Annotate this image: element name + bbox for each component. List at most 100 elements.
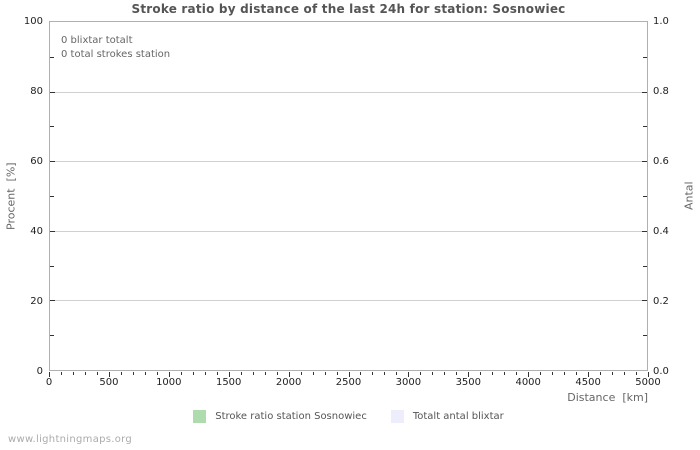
x-minor-tick	[540, 372, 542, 375]
y-minor-tick-right	[643, 196, 647, 197]
x-minor-tick	[576, 372, 578, 375]
x-minor-tick	[240, 372, 242, 375]
y-minor-tick-right	[643, 265, 647, 267]
y-minor-tick-right	[643, 335, 647, 337]
x-major-tick	[528, 372, 530, 377]
y-axis-tick-label-right: 1.0	[653, 16, 669, 27]
x-minor-tick	[192, 372, 194, 375]
watermark: www.lightningmaps.org	[8, 434, 133, 445]
x-minor-tick	[204, 372, 206, 375]
x-axis-label: Distance [km]	[567, 391, 648, 404]
legend-label: Stroke ratio station Sosnowiec	[215, 410, 367, 422]
y-major-tick-right	[642, 300, 647, 302]
x-minor-tick	[312, 372, 314, 375]
x-minor-tick	[600, 372, 602, 375]
x-minor-tick	[612, 372, 614, 375]
gridline	[50, 230, 647, 232]
x-minor-tick	[216, 372, 218, 375]
plot-area: 0 blixtar totalt 0 total strokes station	[49, 21, 648, 371]
x-minor-tick	[396, 372, 398, 375]
y-axis-tick-label-left: 0	[36, 366, 43, 377]
y-minor-tick-left	[50, 196, 54, 197]
x-minor-tick	[492, 372, 494, 375]
y-minor-tick-left	[50, 265, 54, 267]
x-minor-tick	[252, 372, 254, 375]
x-minor-tick	[552, 372, 554, 375]
x-axis-tick-label: 1000	[156, 377, 182, 388]
x-minor-tick	[636, 372, 638, 375]
legend-swatch	[390, 409, 404, 423]
x-minor-tick	[132, 372, 134, 375]
y-axis-tick-label-left: 80	[30, 86, 43, 97]
y-axis-label-right: Antal	[682, 181, 696, 211]
x-minor-tick	[480, 372, 482, 375]
legend-item: Totalt antal blixtar	[390, 409, 504, 423]
x-axis-tick-label: 2500	[335, 377, 362, 388]
x-minor-tick	[324, 372, 326, 375]
x-major-tick	[228, 372, 230, 377]
y-axis-tick-label-left: 40	[30, 226, 43, 237]
x-axis-ticks: 0 500 1000 1500 2000 2500 3000 3500 4000 4500 5000	[45, 372, 661, 402]
y-major-tick-right	[642, 161, 647, 163]
x-major-tick	[408, 372, 410, 377]
x-major-tick	[168, 372, 170, 377]
x-minor-tick	[504, 372, 506, 375]
y-axis-left-tick-labels: 0 20 40 60 80 100	[0, 16, 43, 377]
y-axis-tick-label-left: 100	[23, 16, 43, 27]
y-axis-tick-label-right: 0.0	[653, 366, 669, 377]
y-minor-tick-left	[50, 335, 54, 337]
x-minor-tick	[84, 372, 86, 375]
x-minor-tick	[156, 372, 158, 375]
x-axis-tick-label: 0	[45, 377, 53, 388]
x-minor-tick	[120, 372, 122, 375]
y-major-tick-left	[50, 230, 55, 232]
x-minor-tick	[300, 372, 302, 375]
y-major-tick-left	[50, 300, 55, 302]
x-minor-tick	[360, 372, 362, 375]
x-minor-tick	[372, 372, 374, 375]
x-minor-tick	[180, 372, 182, 375]
gridline	[50, 91, 647, 93]
x-minor-tick	[624, 372, 626, 375]
y-major-tick-right	[642, 91, 647, 93]
x-major-tick	[288, 372, 290, 377]
y-minor-tick-right	[643, 126, 647, 128]
x-axis-tick-label: 500	[99, 377, 119, 388]
x-major-tick	[588, 372, 590, 377]
x-minor-tick	[144, 372, 146, 375]
annotation-line-total-strokes: 0 blixtar totalt	[61, 35, 133, 46]
y-major-tick-left	[50, 91, 55, 93]
x-axis-tick-label: 4000	[515, 377, 541, 388]
plot-annotation: 0 blixtar totalt 0 total strokes station	[61, 34, 170, 62]
y-axis-tick-label-left: 60	[30, 156, 43, 167]
x-minor-tick	[516, 372, 518, 375]
y-major-tick-right	[642, 230, 647, 232]
y-minor-tick-left	[50, 126, 54, 128]
legend: Stroke ratio station Sosnowiec Totalt ant…	[49, 408, 648, 424]
x-minor-tick	[60, 372, 62, 375]
legend-label: Totalt antal blixtar	[412, 410, 504, 422]
annotation-line-station-strokes: 0 total strokes station	[61, 49, 171, 60]
x-axis-tick-label: 5000	[635, 377, 661, 388]
y-axis-tick-label-left: 20	[30, 296, 43, 307]
y-axis-tick-label-right: 0.2	[653, 296, 669, 307]
x-minor-tick	[264, 372, 266, 375]
x-minor-tick	[384, 372, 386, 375]
x-minor-tick	[72, 372, 74, 375]
y-axis-tick-label-right: 0.6	[653, 156, 669, 167]
x-minor-tick	[96, 372, 98, 375]
x-major-tick	[648, 372, 649, 377]
y-axis-right-tick-labels: 0.0 0.2 0.4 0.6 0.8 1.0	[653, 16, 693, 377]
x-major-tick	[108, 372, 110, 377]
chart-title: Stroke ratio by distance of the last 24h…	[131, 2, 566, 16]
x-minor-tick	[432, 372, 434, 375]
x-axis-tick-label: 2000	[275, 377, 302, 388]
y-major-tick-left	[50, 161, 55, 163]
y-axis-tick-label-right: 0.8	[653, 86, 669, 97]
gridline	[50, 300, 647, 302]
y-minor-tick-left	[50, 56, 54, 58]
gridline	[50, 161, 647, 163]
y-axis-tick-label-right: 0.4	[653, 226, 669, 237]
x-minor-tick	[420, 372, 422, 375]
